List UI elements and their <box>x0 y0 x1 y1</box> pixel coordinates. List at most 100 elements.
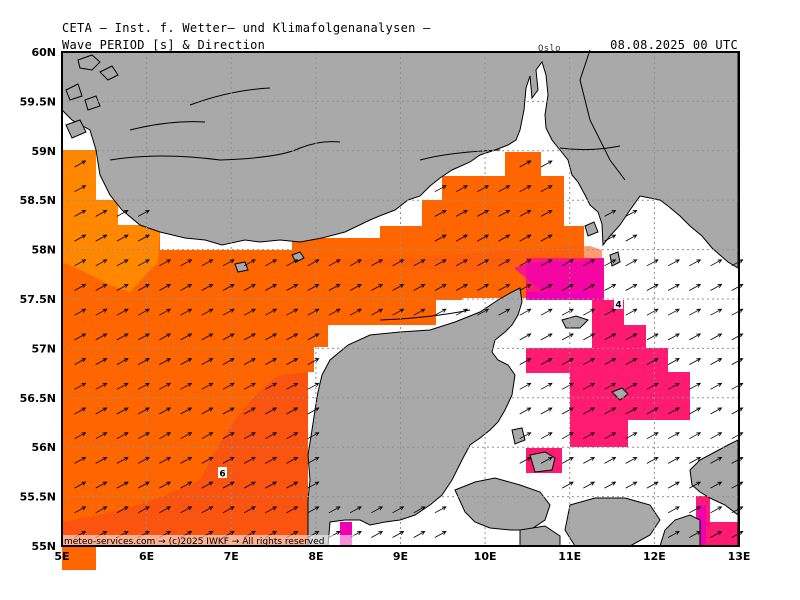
direction-arrow <box>710 531 723 538</box>
direction-arrow <box>137 407 150 415</box>
direction-arrow <box>116 284 129 291</box>
credit-line: meteo-services.com → (c)2025 IWKF → All … <box>64 537 324 547</box>
direction-arrow <box>667 284 680 291</box>
direction-arrow <box>519 382 532 390</box>
direction-arrow <box>95 209 108 217</box>
x-tick-label: 13E <box>728 550 751 563</box>
direction-arrow <box>434 284 447 291</box>
direction-arrow <box>604 333 617 341</box>
direction-arrow <box>667 456 680 464</box>
direction-arrow <box>137 234 150 242</box>
x-tick-label: 8E <box>308 550 323 563</box>
direction-arrow <box>519 308 532 316</box>
direction-arrow <box>349 506 362 514</box>
direction-arrow <box>222 432 235 440</box>
direction-arrow <box>498 308 511 316</box>
direction-arrow <box>265 284 278 291</box>
direction-arrow <box>371 506 384 514</box>
direction-arrow <box>95 506 108 514</box>
direction-arrow <box>243 308 256 316</box>
direction-arrow <box>540 333 553 341</box>
direction-arrow <box>519 234 532 242</box>
direction-arrow <box>689 284 702 291</box>
direction-arrow <box>561 481 574 489</box>
x-tick-label: 12E <box>643 550 666 563</box>
direction-arrow <box>434 259 447 267</box>
direction-arrow <box>604 209 617 217</box>
direction-arrow <box>519 358 532 365</box>
direction-arrow <box>434 209 447 217</box>
direction-arrow <box>180 432 193 440</box>
direction-arrow <box>667 481 680 489</box>
direction-arrow <box>137 358 150 365</box>
direction-arrow <box>159 481 172 489</box>
direction-arrow <box>540 185 553 193</box>
direction-arrow <box>265 358 278 365</box>
direction-arrow <box>604 382 617 390</box>
direction-arrow <box>243 506 256 514</box>
direction-arrow <box>625 308 638 316</box>
direction-arrow <box>159 432 172 440</box>
direction-arrow <box>477 284 490 291</box>
direction-arrow <box>625 209 638 217</box>
direction-arrow <box>498 284 511 291</box>
direction-arrow <box>498 234 511 242</box>
direction-arrow <box>74 506 87 514</box>
direction-arrow <box>625 382 638 390</box>
direction-arrow <box>328 506 341 514</box>
direction-arrow <box>540 284 553 291</box>
direction-arrow <box>477 259 490 267</box>
direction-arrow <box>519 407 532 415</box>
direction-arrow <box>604 308 617 316</box>
direction-arrow <box>540 432 553 440</box>
direction-arrow <box>74 308 87 316</box>
direction-arrow <box>201 506 214 514</box>
direction-arrow <box>74 209 87 217</box>
y-axis-labels: 60N 59.5N 59N 58.5N 58N 57.5N 57N 56.5N … <box>20 46 56 553</box>
direction-arrow <box>74 333 87 341</box>
direction-arrow <box>74 481 87 489</box>
header-datetime: 08.08.2025 00 UTC <box>610 38 738 52</box>
y-tick-label: 56.5N <box>20 392 56 405</box>
direction-arrow <box>137 481 150 489</box>
direction-arrow <box>540 358 553 365</box>
direction-arrow <box>116 259 129 267</box>
direction-arrow <box>731 333 744 341</box>
direction-arrow <box>689 506 702 514</box>
direction-arrow <box>137 432 150 440</box>
direction-arrow <box>243 259 256 267</box>
direction-arrow <box>307 506 320 514</box>
direction-arrow <box>222 333 235 341</box>
direction-arrow <box>307 284 320 291</box>
period-labels: 6 4 <box>218 298 623 480</box>
direction-arrow <box>286 432 299 440</box>
direction-arrow <box>710 506 723 514</box>
direction-arrow <box>159 407 172 415</box>
direction-arrow <box>180 481 193 489</box>
direction-arrow <box>74 160 87 168</box>
direction-arrow <box>710 259 723 267</box>
direction-arrow <box>689 531 702 538</box>
direction-arrow <box>583 456 596 464</box>
direction-arrow <box>413 284 426 291</box>
header-institute: CETA – Inst. f. Wetter– und Klimafolgena… <box>62 21 431 35</box>
direction-arrow <box>477 234 490 242</box>
direction-arrow <box>646 481 659 489</box>
direction-arrow <box>604 432 617 440</box>
direction-arrow <box>159 284 172 291</box>
direction-arrow <box>307 456 320 464</box>
direction-arrow <box>667 382 680 390</box>
direction-arrow <box>328 259 341 267</box>
direction-arrow <box>265 506 278 514</box>
direction-arrow <box>455 209 468 217</box>
direction-arrow <box>561 382 574 390</box>
direction-arrow <box>583 259 596 267</box>
direction-arrow <box>74 234 87 242</box>
direction-arrow <box>689 382 702 390</box>
x-tick-label: 5E <box>54 550 69 563</box>
direction-arrow <box>243 333 256 341</box>
direction-arrow <box>265 308 278 316</box>
direction-arrow <box>477 308 490 316</box>
direction-arrow <box>286 382 299 390</box>
y-tick-label: 59N <box>31 145 56 158</box>
